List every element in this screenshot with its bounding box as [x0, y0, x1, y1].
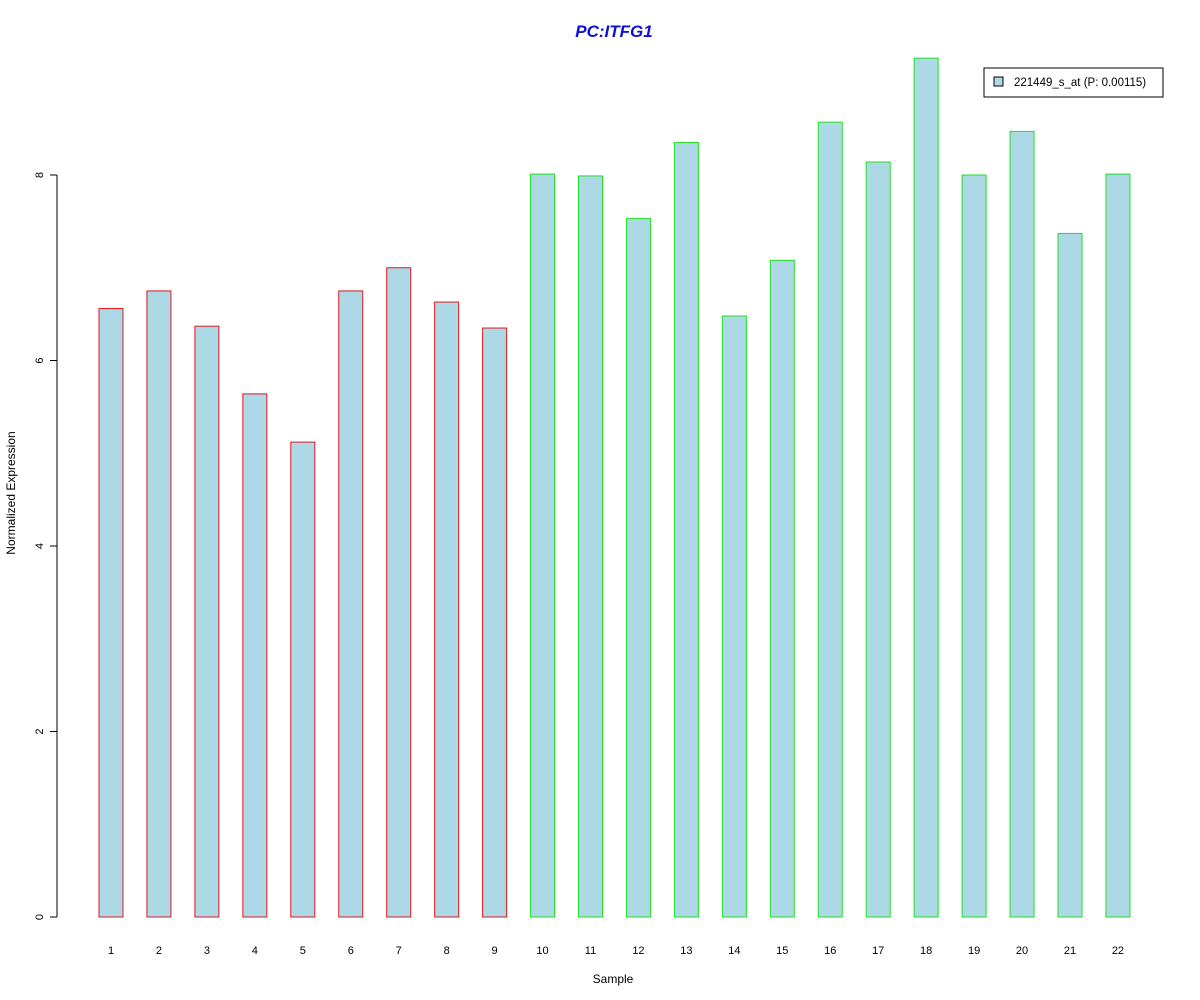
legend-box: [983, 67, 1164, 98]
x-tick-label: 20: [1016, 945, 1028, 957]
bar-sample-16: [817, 121, 843, 918]
x-tick-label: 10: [536, 945, 548, 957]
bar-sample-10: [530, 173, 556, 918]
bar-sample-8: [434, 301, 460, 918]
x-tick-label: 5: [300, 945, 306, 957]
bar-sample-21: [1057, 232, 1083, 918]
y-axis-label: Normalized Expression: [4, 431, 18, 554]
legend-label: 221449_s_at (P: 0.00115): [1014, 77, 1146, 89]
bar-sample-2: [146, 290, 172, 918]
x-tick-label: 15: [776, 945, 788, 957]
bar-sample-1: [98, 308, 124, 918]
bar-sample-20: [1009, 130, 1035, 918]
bar-sample-15: [769, 259, 795, 918]
bar-sample-9: [482, 327, 508, 918]
bar-sample-18: [913, 57, 939, 918]
y-tick-label: 8: [34, 172, 46, 178]
x-tick-label: 16: [824, 945, 836, 957]
y-tick-label: 0: [34, 914, 46, 920]
chart-title: PC:ITFG1: [575, 22, 652, 41]
x-tick-label: 22: [1112, 945, 1124, 957]
y-tick-label: 6: [34, 357, 46, 363]
bar-sample-11: [578, 175, 603, 918]
legend-swatch: [993, 76, 1004, 87]
bar-sample-19: [961, 174, 987, 918]
x-tick-label: 2: [156, 945, 162, 957]
bar-sample-17: [865, 161, 891, 918]
x-tick-label: 12: [632, 945, 644, 957]
bar-sample-7: [386, 267, 412, 918]
x-tick-label: 7: [396, 945, 402, 957]
x-tick-label: 4: [252, 945, 258, 957]
y-tick-label: 4: [34, 543, 46, 549]
bar-sample-22: [1105, 173, 1131, 918]
x-tick-label: 11: [585, 945, 596, 957]
bar-sample-3: [194, 325, 220, 918]
bar-sample-13: [673, 142, 699, 918]
x-tick-label: 13: [680, 945, 692, 957]
bar-sample-4: [242, 393, 268, 918]
x-tick-label: 8: [444, 945, 450, 957]
bar-sample-14: [721, 315, 747, 918]
x-tick-label: 14: [728, 945, 740, 957]
bars-group: [98, 57, 1131, 918]
x-axis-label: Sample: [593, 972, 634, 986]
y-tick-label: 2: [34, 728, 46, 734]
x-tick-label: 17: [872, 945, 884, 957]
bar-sample-6: [338, 290, 364, 918]
x-tick-label: 9: [492, 945, 498, 957]
x-tick-label: 3: [204, 945, 210, 957]
x-tick-label: 1: [108, 945, 114, 957]
x-tick-label: 18: [920, 945, 932, 957]
x-tick-label: 6: [348, 945, 354, 957]
x-tick-label: 19: [968, 945, 980, 957]
x-tick-label: 21: [1064, 945, 1076, 957]
bar-sample-5: [290, 441, 316, 918]
legend: 221449_s_at (P: 0.00115): [983, 67, 1164, 98]
bar-sample-12: [625, 218, 651, 918]
